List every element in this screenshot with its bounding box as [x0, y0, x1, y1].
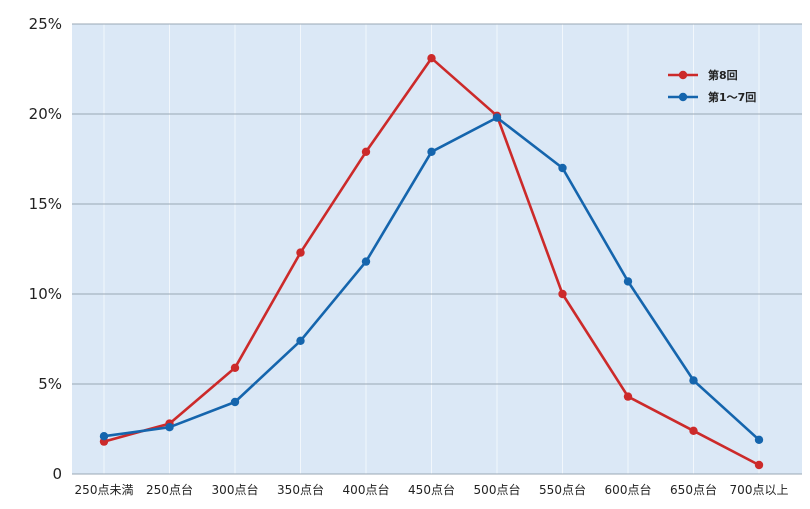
- data-point: [361, 147, 371, 156]
- x-tick-label: 250点未満: [75, 483, 134, 497]
- y-tick-label: 15%: [29, 195, 62, 213]
- y-axis-ticks: 0 5% 10% 15% 20% 25%: [29, 15, 62, 483]
- data-point: [427, 147, 436, 156]
- data-point: [296, 248, 305, 257]
- y-tick-label: 10%: [29, 285, 62, 303]
- x-tick-label: 600点台: [605, 482, 652, 497]
- legend-label: 第1～7回: [708, 90, 756, 104]
- data-point: [623, 392, 633, 401]
- data-point: [492, 113, 502, 122]
- data-point: [689, 376, 698, 385]
- y-tick-label: 5%: [38, 375, 62, 393]
- data-point: [754, 460, 764, 470]
- data-point: [230, 397, 240, 407]
- series-group: [99, 54, 764, 470]
- data-point: [427, 54, 436, 63]
- data-point: [361, 257, 371, 266]
- x-tick-label: 550点台: [539, 482, 586, 497]
- grid: [72, 23, 802, 475]
- legend-label: 第8回: [708, 68, 738, 82]
- x-tick-label: 650点台: [670, 482, 717, 497]
- x-tick-label: 250点台: [146, 482, 193, 497]
- x-tick-label: 450点台: [408, 482, 455, 497]
- x-tick-label: 700点以上: [730, 483, 789, 497]
- y-tick-label: 25%: [29, 15, 62, 33]
- legend-item: 第1～7回: [668, 90, 756, 104]
- x-tick-label: 400点台: [343, 482, 390, 497]
- x-tick-label: 350点台: [277, 482, 324, 497]
- series-2: [99, 113, 764, 444]
- series-1: [99, 54, 764, 470]
- x-axis-ticks: 250点未満 250点台 300点台 350点台 400点台 450点台 500点台 550点…: [75, 482, 789, 497]
- data-point: [296, 336, 305, 345]
- x-tick-label: 500点台: [474, 482, 521, 497]
- data-point: [754, 435, 764, 444]
- legend-marker: [678, 70, 688, 80]
- data-point: [99, 432, 109, 441]
- y-tick-label: 0: [52, 465, 62, 483]
- data-point: [558, 289, 567, 299]
- plot-area: [72, 24, 802, 474]
- data-point: [558, 163, 567, 173]
- x-tick-label: 300点台: [212, 482, 259, 497]
- data-point: [230, 363, 240, 372]
- data-point: [165, 423, 174, 432]
- legend-item: 第8回: [668, 68, 738, 82]
- y-tick-label: 20%: [29, 105, 62, 123]
- data-point: [689, 426, 698, 435]
- data-point: [623, 277, 633, 286]
- legend-marker: [678, 92, 688, 102]
